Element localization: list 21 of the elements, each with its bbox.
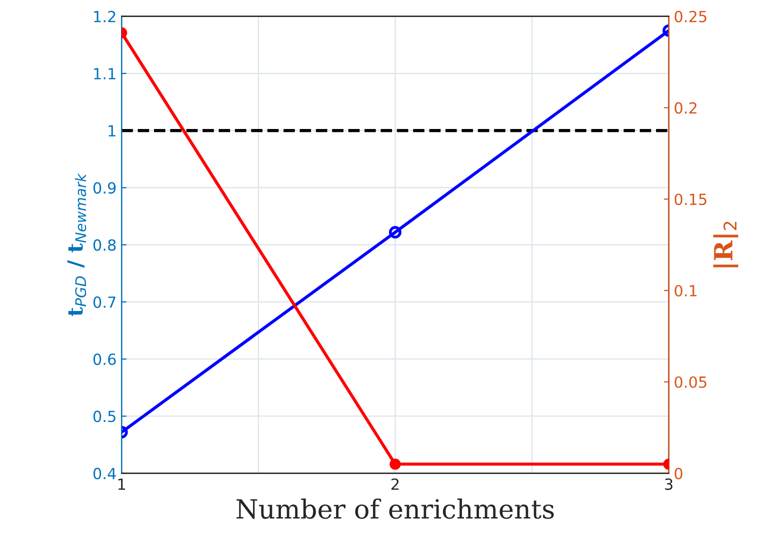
y-tick-label: 0.8 — [93, 239, 116, 251]
y-tick-label: 0.7 — [93, 296, 116, 308]
y-tick-label: 1 — [108, 125, 116, 136]
y-tick-label: 0.5 — [93, 410, 116, 422]
y2-tick-label: 0 — [674, 468, 682, 480]
y-tick-label: 1.2 — [94, 10, 116, 22]
x-tick-label: 2 — [391, 478, 399, 490]
y2-tick-label: 0.05 — [674, 376, 706, 388]
y2-tick-label: 0.25 — [674, 10, 706, 22]
y-tick-label: 0.6 — [93, 354, 116, 366]
y2-tick-label: 0.1 — [674, 284, 697, 297]
y-tick-label: 1.1 — [94, 68, 116, 80]
y-tick-label: 0.9 — [93, 182, 116, 194]
y2-axis-title: |R|$_{2}$ — [713, 222, 738, 268]
x-axis-title: Number of enrichments — [236, 498, 554, 519]
x-tick-label: 3 — [665, 478, 672, 490]
y-axis-title: t$_{PGD}$ / t$_{Newmark}$ — [67, 173, 86, 316]
y-tick-label: 0.4 — [93, 468, 116, 480]
x-tick-label: 1 — [118, 478, 126, 490]
y2-tick-label: 0.15 — [674, 194, 706, 206]
y2-tick-label: 0.2 — [674, 102, 696, 114]
